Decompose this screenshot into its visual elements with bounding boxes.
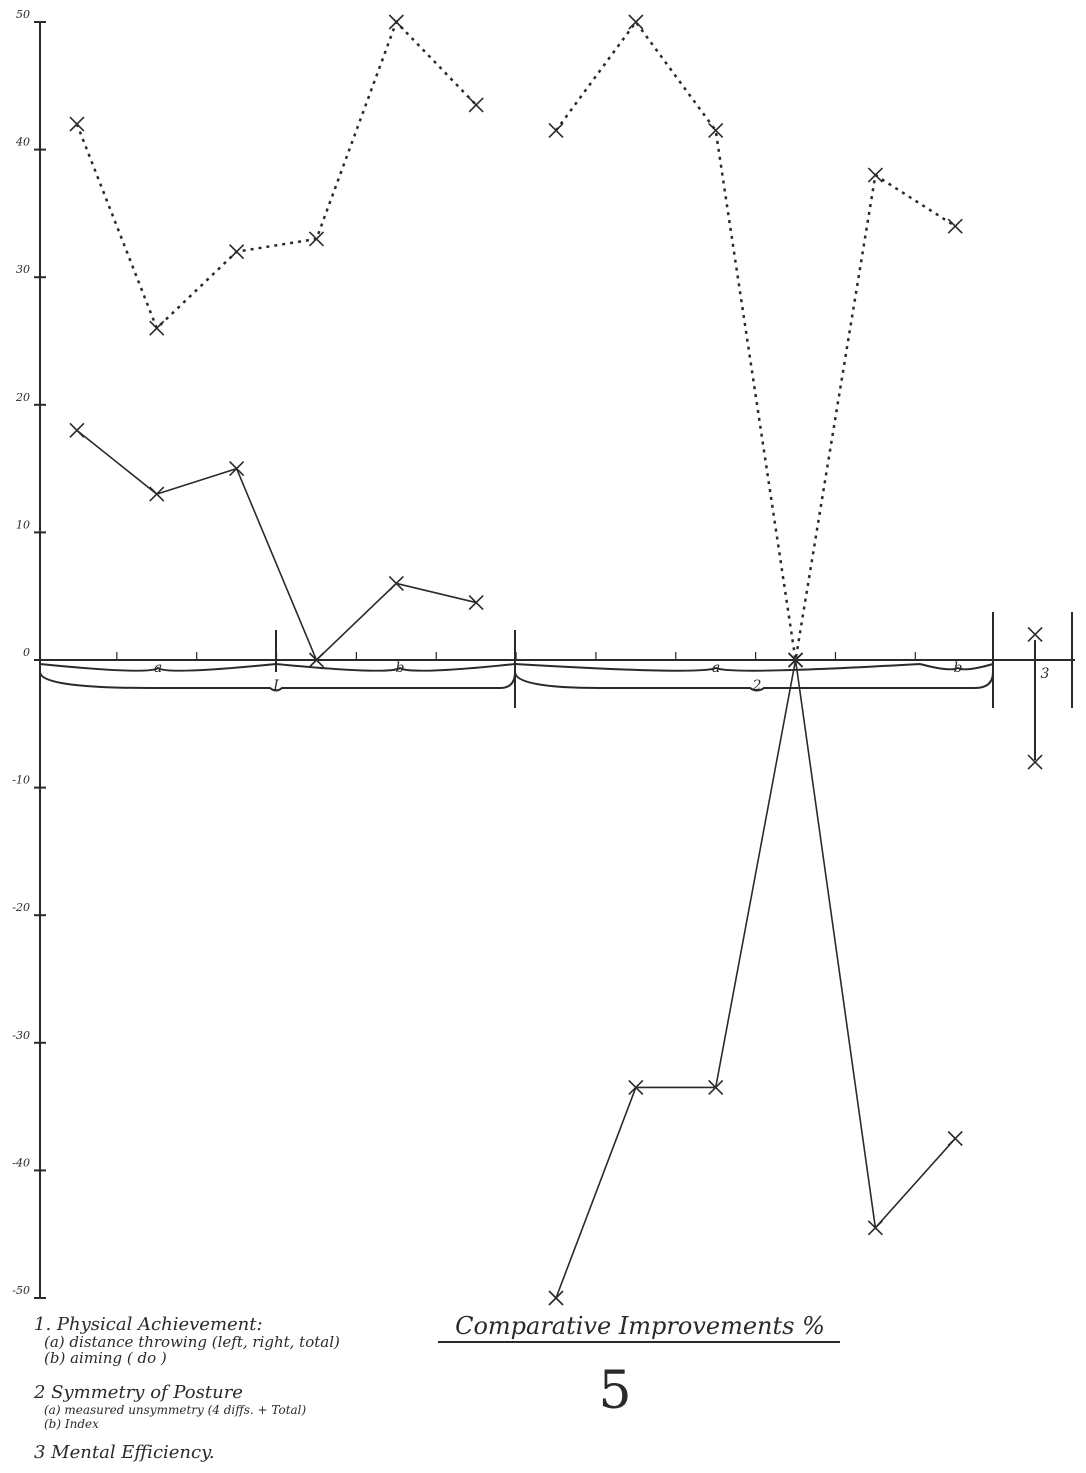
- point-marker: [549, 1291, 563, 1305]
- y-tick-label: -10: [12, 774, 30, 787]
- note: 2 Symmetry of Posture: [33, 1382, 243, 1403]
- y-tick-label: -30: [12, 1029, 30, 1042]
- y-tick-label: 50: [16, 8, 30, 21]
- point-marker: [868, 168, 882, 182]
- point-marker: [549, 123, 563, 137]
- point-marker: [629, 15, 643, 29]
- note: 1. Physical Achievement:: [34, 1314, 263, 1335]
- point-marker: [389, 15, 403, 29]
- y-tick-label: -50: [12, 1284, 30, 1297]
- point-marker: [389, 576, 403, 590]
- y-tick-label: 40: [15, 136, 30, 149]
- point-marker: [230, 462, 244, 476]
- line: [77, 430, 476, 660]
- chart: Comparative Improvements % 5 1. Physical…: [0, 0, 1086, 1469]
- point-marker: [70, 423, 84, 437]
- group-label: b: [954, 660, 963, 676]
- chart-title: Comparative Improvements %: [455, 1312, 825, 1340]
- notes: 1. Physical Achievement: (a) distance th…: [33, 1314, 340, 1463]
- group-label: 2: [752, 678, 762, 694]
- note: (b) aiming ( do ): [44, 1349, 167, 1367]
- group-label: b: [396, 660, 405, 676]
- point-marker: [309, 232, 323, 246]
- line: [556, 22, 955, 660]
- line: [556, 660, 955, 1298]
- point-marker: [1028, 627, 1042, 641]
- note: (a) measured unsymmetry (4 diffs. + Tota…: [44, 1403, 307, 1417]
- note: 3 Mental Efficiency.: [34, 1442, 215, 1463]
- y-tick-label: -40: [12, 1156, 30, 1169]
- group-label: a: [154, 660, 162, 676]
- group-label: 3: [1041, 666, 1050, 682]
- group-label: a: [712, 660, 720, 676]
- y-tick-label: -20: [12, 901, 30, 914]
- point-marker: [948, 1132, 962, 1146]
- note: (b) Index: [44, 1417, 99, 1431]
- group-label: I: [272, 678, 279, 694]
- point-marker: [469, 98, 483, 112]
- point-marker: [230, 245, 244, 259]
- point-marker: [150, 487, 164, 501]
- point-marker: [948, 219, 962, 233]
- y-tick-label: 0: [23, 646, 30, 659]
- point-marker: [150, 321, 164, 335]
- point-marker: [469, 596, 483, 610]
- point-marker: [70, 117, 84, 131]
- y-tick-label: 30: [16, 263, 30, 276]
- group-braces: [40, 664, 993, 691]
- y-tick-label: 20: [15, 391, 30, 404]
- y-tick-label: 10: [16, 518, 30, 531]
- separators: [276, 612, 1072, 760]
- line: [77, 22, 476, 328]
- chart-subtitle: 5: [598, 1361, 631, 1421]
